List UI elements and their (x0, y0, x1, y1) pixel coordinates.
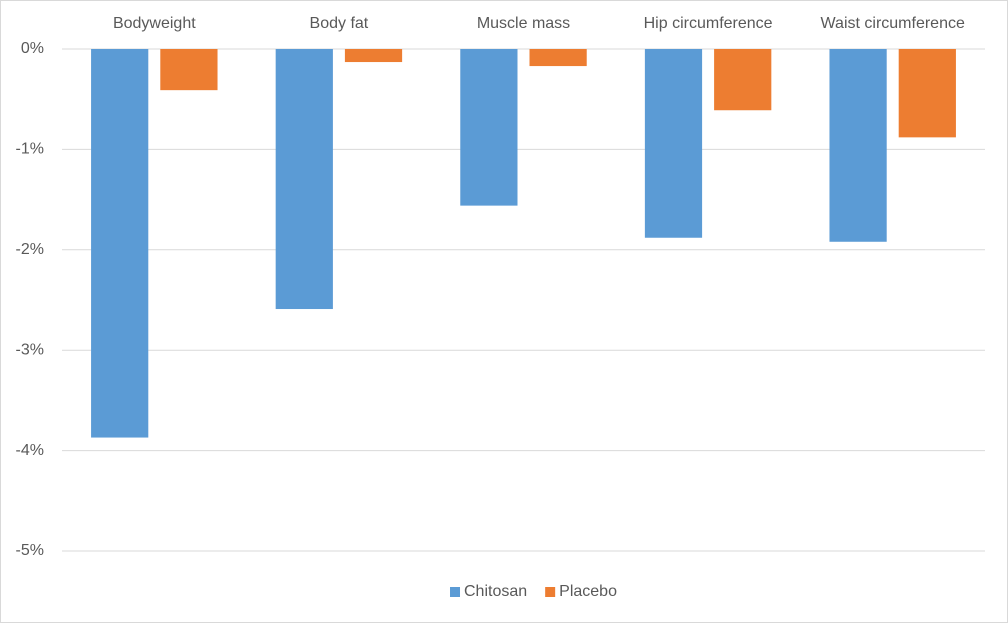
y-tick-label: 0% (21, 40, 44, 57)
bar (529, 49, 587, 67)
legend-label: Chitosan (464, 583, 527, 600)
bar (91, 49, 149, 438)
bar (344, 49, 403, 63)
y-tick-label: -3% (16, 341, 44, 358)
y-tick-label: -5% (16, 542, 44, 559)
bar (714, 49, 772, 111)
legend-swatch (450, 587, 461, 597)
bar (898, 49, 956, 138)
bar (275, 49, 333, 310)
x-tick-label: Body fat (310, 15, 369, 32)
x-tick-label: Hip circumference (644, 15, 773, 32)
x-tick-label: Bodyweight (113, 15, 196, 32)
bar (644, 49, 703, 238)
bar (160, 49, 218, 91)
bar (829, 49, 887, 242)
bar (460, 49, 518, 206)
x-tick-label: Muscle mass (477, 15, 570, 32)
legend-label: Placebo (559, 583, 617, 600)
x-tick-label: Waist circumference (821, 15, 965, 32)
y-tick-label: -4% (16, 442, 44, 459)
y-tick-label: -2% (16, 241, 44, 258)
y-tick-label: -1% (16, 141, 44, 158)
legend-swatch (545, 587, 556, 597)
